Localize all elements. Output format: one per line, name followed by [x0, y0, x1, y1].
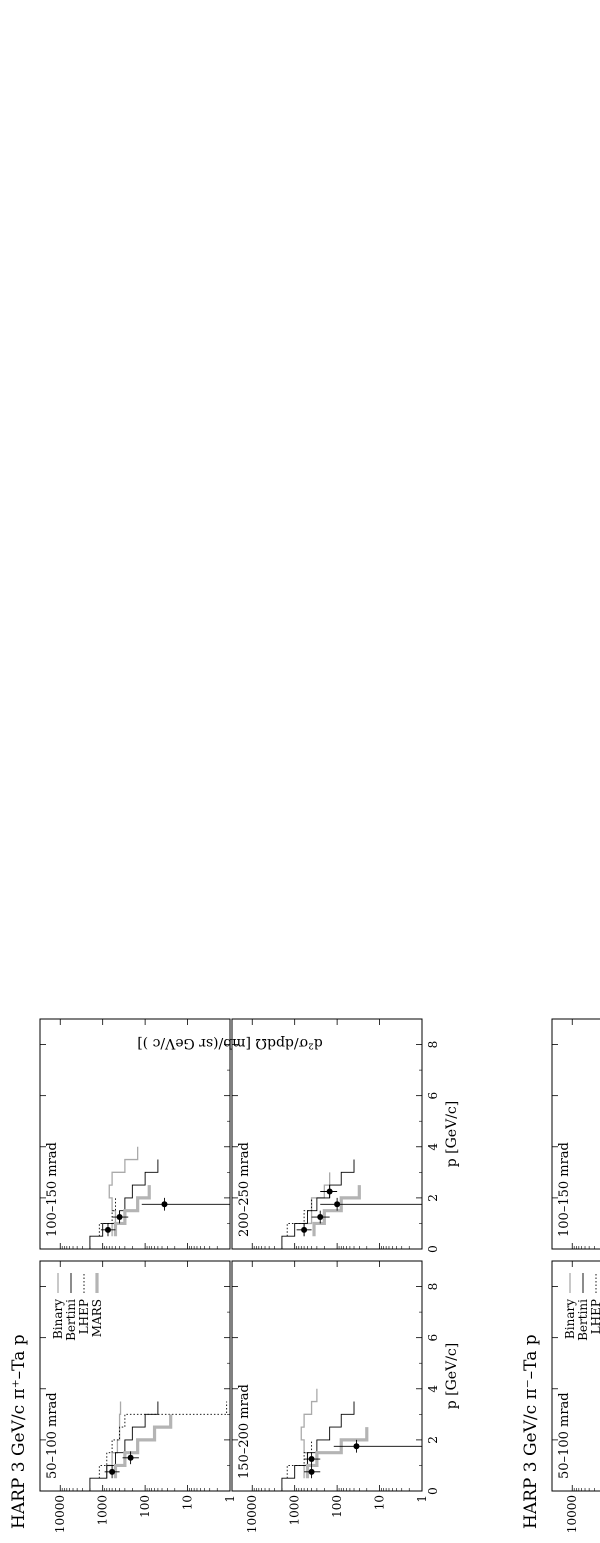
legend-label-lhep: LHEP [589, 1299, 600, 1334]
angle-range-label: 50–100 mrad [557, 1392, 572, 1479]
legend-label-bertini: Bertini [576, 1299, 590, 1341]
x-tick-label: 6 [426, 1334, 440, 1342]
panel-3: 1 10 100 1000 10000 0 2 4 6 8 150–200 mrad p [GeV/c… [231, 1260, 460, 1533]
angle-range-label: 50–100 mrad [45, 1392, 60, 1479]
x-axis-label: p [GeV/c] [444, 1343, 460, 1409]
angle-range-label: 200–250 mrad [237, 1142, 252, 1237]
x-tick-label: 0 [426, 1487, 440, 1495]
angle-range-label: 150–200 mrad [237, 1384, 252, 1479]
series-binary-step [108, 1146, 139, 1237]
x-axis-label: p [GeV/c] [444, 1101, 460, 1167]
legend-label-bertini: Bertini [64, 1299, 78, 1341]
series-mars-step [312, 1185, 361, 1237]
y-tick-label: 10000 [565, 1495, 579, 1533]
y-tick-label: 10000 [245, 1495, 259, 1533]
y-tick-label: 1000 [288, 1495, 302, 1526]
chart-title: HARP 3 GeV/c π⁻–Ta p [521, 1334, 541, 1529]
x-tick-label: 8 [426, 1041, 440, 1049]
y-tick-label: 10 [181, 1495, 195, 1510]
panel-2: 100–150 mrad [39, 1018, 231, 1250]
legend-label-binary: Binary [563, 1299, 577, 1339]
panel-frame [39, 1018, 231, 1250]
x-tick-label: 6 [426, 1092, 440, 1100]
chart-title: HARP 3 GeV/c π⁺–Ta p [9, 1334, 29, 1529]
data-point [301, 1226, 308, 1233]
x-tick-label: 4 [426, 1385, 440, 1393]
angle-range-label: 100–150 mrad [45, 1142, 60, 1237]
data-point [317, 1214, 324, 1221]
data-point [109, 1468, 116, 1475]
data-point [308, 1456, 315, 1463]
data-point [326, 1188, 333, 1195]
y-tick-label: 1000 [96, 1495, 110, 1526]
panel-frame [551, 1018, 600, 1250]
y-tick-label: 100 [330, 1495, 344, 1518]
legend-label-mars: MARS [90, 1299, 104, 1337]
angle-range-label: 100–150 mrad [557, 1142, 572, 1237]
series-bertini-step [281, 1159, 355, 1249]
y-tick-label: 1 [415, 1495, 429, 1503]
data-point [127, 1454, 134, 1461]
series-lhep-step [98, 1401, 228, 1479]
x-tick-label: 8 [426, 1283, 440, 1291]
data-point [161, 1201, 168, 1208]
series-bertini-step [89, 1159, 159, 1249]
legend-label-binary: Binary [51, 1299, 65, 1339]
panel-frame [39, 1260, 231, 1492]
panel-2: 100–150 mrad [551, 1018, 600, 1250]
data-point [104, 1226, 111, 1233]
series-lhep-step [286, 1197, 313, 1237]
legend-label-lhep: LHEP [77, 1299, 91, 1334]
x-tick-label: 2 [426, 1436, 440, 1444]
panel-frame [231, 1260, 423, 1492]
data-point [116, 1214, 123, 1221]
y-tick-label: 100 [138, 1495, 152, 1518]
series-bertini-step [281, 1401, 355, 1491]
x-tick-label: 0 [426, 1245, 440, 1253]
panel-frame [551, 1260, 600, 1492]
data-point [353, 1443, 360, 1450]
series-mars-step [113, 1414, 173, 1479]
x-tick-label: 2 [426, 1194, 440, 1202]
y-tick-label: 10000 [53, 1495, 67, 1533]
y-tick-label: 10 [373, 1495, 387, 1510]
series-mars-step [113, 1185, 151, 1237]
series-bertini-step [89, 1401, 159, 1491]
panel-4: 0 2 4 6 8 200–250 mrad p [GeV/c] [231, 1018, 460, 1253]
data-point [334, 1201, 341, 1208]
data-point [308, 1468, 315, 1475]
y-tick-label: 1 [223, 1495, 237, 1503]
panel-frame [231, 1018, 423, 1250]
x-tick-label: 4 [426, 1143, 440, 1151]
series-mars-step [305, 1427, 369, 1479]
